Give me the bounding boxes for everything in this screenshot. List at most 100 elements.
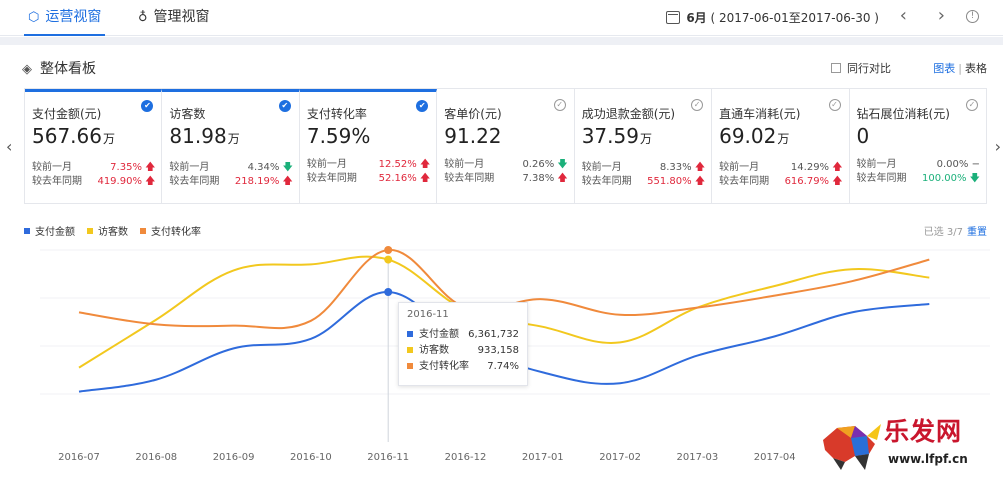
check-circle-icon[interactable]: ✓ [828, 99, 841, 111]
card-yoy-row: 较去年同期 7.38% 🡅 [444, 173, 568, 184]
metric-card-pay-amount[interactable]: ✔ 支付金额(元) 567.66万 较前一月 7.35% 🡅 较去年同期 419.9… [25, 89, 163, 203]
card-yoy-row: 较去年同期 218.19% 🡅 [169, 176, 293, 187]
card-title: 支付金额(元) [32, 107, 102, 121]
view-switch: 图表 | 表格 [933, 60, 987, 76]
check-circle-icon[interactable]: ✓ [553, 99, 566, 111]
x-tick-label: 2016-12 [445, 452, 487, 463]
x-tick-label: 2016-09 [213, 452, 255, 463]
legend-item-pay-amount[interactable]: 支付金额 [24, 223, 75, 238]
card-mom-row: 较前一月 4.34% 🡇 [169, 162, 293, 173]
card-title: 钻石展位消耗(元) [856, 107, 950, 121]
card-mom-row: 较前一月 14.29% 🡅 [719, 162, 843, 173]
info-icon[interactable]: ! [966, 10, 979, 23]
check-circle-icon[interactable]: ✓ [691, 99, 704, 111]
line-chart[interactable]: 2016-07 2016-08 2016-09 2016-10 2016-11 2016-… [0, 240, 1003, 478]
cards-prev-arrow[interactable]: ‹ [6, 137, 13, 156]
tooltip-swatch [407, 347, 413, 353]
card-title: 直通车消耗(元) [719, 107, 801, 121]
highlight-point-2 [384, 246, 393, 254]
legend-swatch [24, 228, 30, 234]
x-tick-label: 2017-03 [677, 452, 719, 463]
x-tick-label: 2016-10 [290, 452, 332, 463]
top-bar: ⬡ 运营视窗 ♁ 管理视窗 6月 ( 2017-06-01至2017-06-30 )… [0, 0, 1003, 36]
view-chart-link[interactable]: 图表 [933, 62, 956, 75]
tab-management-view[interactable]: ♁ 管理视窗 [138, 0, 210, 36]
metric-card-ztc-cost[interactable]: ✓ 直通车消耗(元) 69.02万 较前一月 14.29% 🡅 较去年同期 616.… [712, 89, 850, 203]
card-yoy-row: 较去年同期 419.90% 🡅 [32, 176, 156, 187]
x-tick-label: 2017-01 [522, 452, 564, 463]
tooltip-row: 支付金额 6,361,732 [407, 327, 519, 343]
card-title: 成功退款金额(元) [581, 107, 676, 121]
card-value: 0 [856, 124, 870, 148]
highlight-point-0 [384, 288, 393, 296]
legend-item-visitors[interactable]: 访客数 [87, 223, 128, 238]
legend-item-conversion[interactable]: 支付转化率 [140, 223, 201, 238]
selected-count: 已选 3/7 重置 [923, 227, 987, 238]
watermark-url: www.lfpf.cn [888, 452, 968, 466]
tooltip-swatch [407, 331, 413, 337]
watermark-brand: 乐发网 [884, 417, 963, 446]
section-title: ◈ 整体看板 [22, 58, 96, 78]
cards-next-arrow[interactable]: › [994, 137, 1001, 156]
peer-compare-toggle[interactable]: 同行对比 [831, 60, 891, 76]
section-title-text: 整体看板 [40, 61, 96, 77]
x-tick-label: 2016-11 [367, 452, 409, 463]
view-separator: | [958, 62, 962, 75]
card-value: 37.59万 [581, 124, 652, 148]
card-yoy-row: 较去年同期 100.00% 🡇 [856, 173, 980, 184]
card-mom-row: 较前一月 7.35% 🡅 [32, 162, 156, 173]
date-month: 6月 [686, 11, 707, 25]
next-period-button[interactable]: › [937, 5, 945, 26]
check-icon[interactable]: ✔ [141, 100, 154, 112]
x-tick-label: 2016-08 [135, 452, 177, 463]
check-circle-icon[interactable]: ✓ [965, 99, 978, 111]
card-mom-row: 较前一月 12.52% 🡅 [306, 159, 431, 170]
legend-swatch [140, 228, 146, 234]
date-range: ( 2017-06-01至2017-06-30 ) [710, 11, 879, 25]
chart-legend: 支付金额 访客数 支付转化率 [24, 223, 201, 238]
section-divider [0, 37, 1003, 45]
prev-period-button[interactable]: ‹ [899, 5, 907, 26]
compare-checkbox[interactable] [831, 63, 841, 73]
card-value: 567.66万 [32, 124, 115, 148]
tooltip-row: 支付转化率 7.74% [407, 359, 519, 375]
metric-cards: ✔ 支付金额(元) 567.66万 较前一月 7.35% 🡅 较去年同期 419.9… [24, 88, 987, 204]
card-title: 客单价(元) [444, 107, 502, 121]
hexagon-icon: ⬡ [28, 10, 40, 25]
card-yoy-row: 较去年同期 616.79% 🡅 [719, 176, 843, 187]
card-yoy-row: 较去年同期 551.80% 🡅 [581, 176, 706, 187]
metric-card-visitors[interactable]: ✔ 访客数 81.98万 较前一月 4.34% 🡇 较去年同期 218.19% 🡅 [162, 89, 300, 203]
card-title: 访客数 [169, 107, 206, 121]
bulb-icon: ♁ [138, 10, 148, 25]
card-mom-row: 较前一月 0.26% 🡇 [444, 159, 568, 170]
x-tick-label: 2017-04 [754, 452, 796, 463]
card-value: 81.98万 [169, 124, 240, 148]
calendar-icon [666, 11, 681, 24]
card-mom-row: 较前一月 8.33% 🡅 [581, 162, 706, 173]
card-yoy-row: 较去年同期 52.16% 🡅 [306, 173, 431, 184]
tab-label: 管理视窗 [153, 9, 210, 25]
metric-card-refund[interactable]: ✓ 成功退款金额(元) 37.59万 较前一月 8.33% 🡅 较去年同期 551.… [575, 89, 713, 203]
tooltip-row: 访客数 933,158 [407, 343, 519, 359]
reset-link[interactable]: 重置 [967, 227, 987, 238]
compare-label: 同行对比 [847, 62, 891, 75]
tooltip-swatch [407, 363, 413, 369]
view-table-link[interactable]: 表格 [965, 62, 987, 75]
check-icon[interactable]: ✔ [278, 100, 291, 112]
x-tick-label: 2017-02 [599, 452, 641, 463]
check-icon[interactable]: ✔ [416, 100, 429, 112]
chart-tooltip: 2016-11 支付金额 6,361,732 访客数 933,158 支付转化率 7.… [398, 302, 528, 386]
tab-operations-view[interactable]: ⬡ 运营视窗 [24, 0, 106, 36]
x-tick-label: 2016-07 [58, 452, 100, 463]
card-value: 69.02万 [719, 124, 790, 148]
legend-swatch [87, 228, 93, 234]
metric-card-diamond-cost[interactable]: ✓ 钻石展位消耗(元) 0 较前一月 0.00% − 较去年同期 100.00% 🡇 [850, 89, 986, 203]
card-title: 支付转化率 [306, 107, 367, 121]
date-range-picker[interactable]: 6月 ( 2017-06-01至2017-06-30 ) [666, 9, 879, 26]
metric-card-avg-order[interactable]: ✓ 客单价(元) 91.22 较前一月 0.26% 🡇 较去年同期 7.38% 🡅 [437, 89, 575, 203]
card-value: 7.59% [306, 124, 371, 148]
bull-logo [823, 424, 881, 470]
tooltip-title: 2016-11 [407, 309, 449, 320]
card-mom-row: 较前一月 0.00% − [856, 159, 980, 170]
metric-card-conversion[interactable]: ✔ 支付转化率 7.59% 较前一月 12.52% 🡅 较去年同期 52.16% 🡅 [299, 89, 438, 203]
